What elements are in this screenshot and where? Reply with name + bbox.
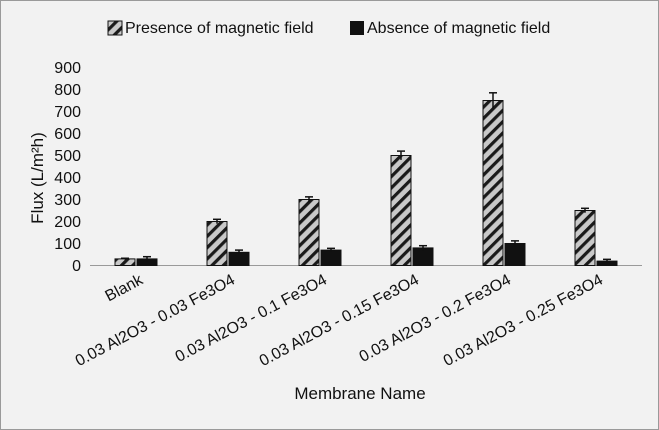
legend: Presence of magnetic field Absence of ma…: [107, 20, 550, 37]
legend-swatch-absence: [350, 21, 364, 35]
bar-absence: [320, 249, 342, 267]
bar-presence: [390, 155, 412, 266]
x-axis-title: Membrane Name: [294, 384, 425, 403]
x-tick-label: Blank: [103, 271, 147, 305]
bar-presence: [298, 199, 320, 266]
bars-group: [114, 92, 618, 267]
x-tick-label: 0.03 Al2O3 - 0.03 Fe3O4: [73, 271, 238, 370]
legend-label-presence: Presence of magnetic field: [125, 20, 314, 37]
y-axis: 0 100 200 300 400 500 600 700 800 900: [54, 60, 81, 275]
y-tick-label: 100: [54, 236, 81, 253]
bar-absence: [412, 247, 434, 266]
bar-presence: [574, 210, 596, 266]
y-tick-label: 200: [54, 214, 81, 231]
y-tick-label: 900: [54, 60, 81, 77]
y-axis-title: Flux (L/m²h): [28, 132, 47, 224]
x-tick-label: 0.03 Al2O3 - 0.15 Fe3O4: [257, 271, 422, 370]
y-tick-label: 500: [54, 148, 81, 165]
x-tick-label: 0.03 Al2O3 - 0.2 Fe3O4: [357, 271, 514, 365]
y-tick-label: 700: [54, 104, 81, 121]
legend-label-absence: Absence of magnetic field: [367, 20, 550, 37]
bar-presence: [482, 100, 504, 266]
y-tick-label: 800: [54, 82, 81, 99]
legend-swatch-presence: [107, 20, 123, 36]
y-tick-label: 600: [54, 126, 81, 143]
bar-absence: [504, 243, 526, 266]
y-tick-label: 300: [54, 192, 81, 209]
bar-presence: [206, 221, 228, 266]
y-tick-label: 400: [54, 170, 81, 187]
bar-presence: [114, 258, 136, 266]
x-tick-label: 0.03 Al2O3 - 0.25 Fe3O4: [441, 271, 606, 370]
x-tick-label: 0.03 Al2O3 - 0.1 Fe3O4: [173, 271, 330, 365]
y-tick-label: 0: [72, 258, 81, 275]
